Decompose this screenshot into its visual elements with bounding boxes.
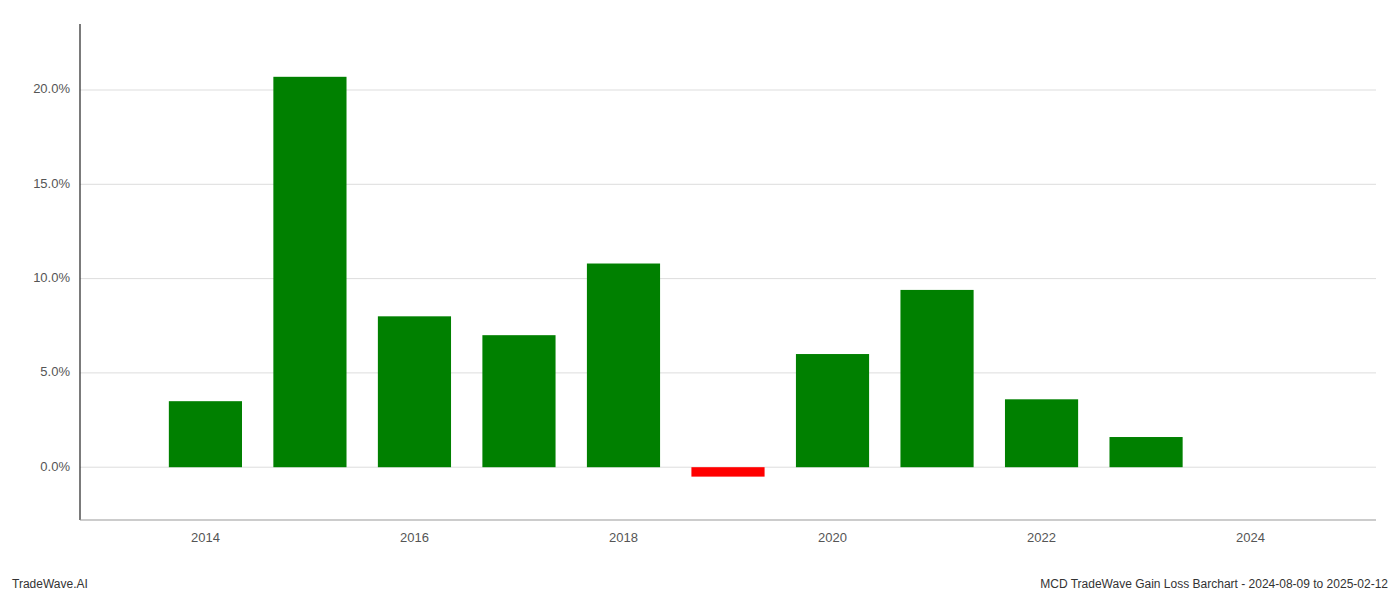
x-tick-label: 2016 bbox=[400, 530, 429, 545]
bar bbox=[378, 316, 451, 467]
x-tick-label: 2024 bbox=[1236, 530, 1265, 545]
chart-container: 0.0% 5.0% 10.0% 15.0% 20.0% 2014 2016 2018 2020 2… bbox=[0, 0, 1400, 600]
y-tick-label: 15.0% bbox=[33, 176, 70, 191]
y-axis-line bbox=[79, 24, 80, 520]
y-tick-label: 0.0% bbox=[40, 459, 70, 474]
x-axis-line bbox=[80, 520, 1376, 521]
bar bbox=[169, 401, 242, 467]
bar bbox=[796, 354, 869, 467]
bars bbox=[169, 77, 1183, 477]
x-tick-label: 2018 bbox=[609, 530, 638, 545]
bar bbox=[587, 264, 660, 468]
bar bbox=[1109, 437, 1182, 467]
y-tick-label: 10.0% bbox=[33, 270, 70, 285]
chart-svg: 0.0% 5.0% 10.0% 15.0% 20.0% 2014 2016 2018 2020 2… bbox=[0, 0, 1400, 600]
footer-text: MCD TradeWave Gain Loss Barchart - 2024-… bbox=[1040, 577, 1388, 591]
bar bbox=[900, 290, 973, 467]
footer-text: TradeWave.AI bbox=[12, 577, 88, 591]
y-tick-label: 5.0% bbox=[40, 364, 70, 379]
bar bbox=[1005, 399, 1078, 467]
x-tick-label: 2022 bbox=[1027, 530, 1056, 545]
background bbox=[0, 0, 1400, 600]
y-tick-label: 20.0% bbox=[33, 81, 70, 96]
bar bbox=[691, 467, 764, 476]
x-tick-label: 2014 bbox=[191, 530, 220, 545]
x-tick-label: 2020 bbox=[818, 530, 847, 545]
bar bbox=[482, 335, 555, 467]
bar bbox=[273, 77, 346, 467]
